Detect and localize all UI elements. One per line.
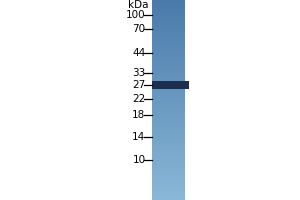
Text: 100: 100: [126, 10, 146, 20]
Text: 44: 44: [132, 48, 146, 58]
Text: 27: 27: [132, 80, 146, 90]
Text: 70: 70: [132, 24, 146, 34]
Text: 14: 14: [132, 132, 146, 142]
Text: kDa: kDa: [128, 0, 148, 10]
Text: 10: 10: [132, 155, 146, 165]
Text: 33: 33: [132, 68, 146, 78]
Bar: [152, 81, 189, 89]
Text: 18: 18: [132, 110, 146, 120]
Text: 22: 22: [132, 94, 146, 104]
